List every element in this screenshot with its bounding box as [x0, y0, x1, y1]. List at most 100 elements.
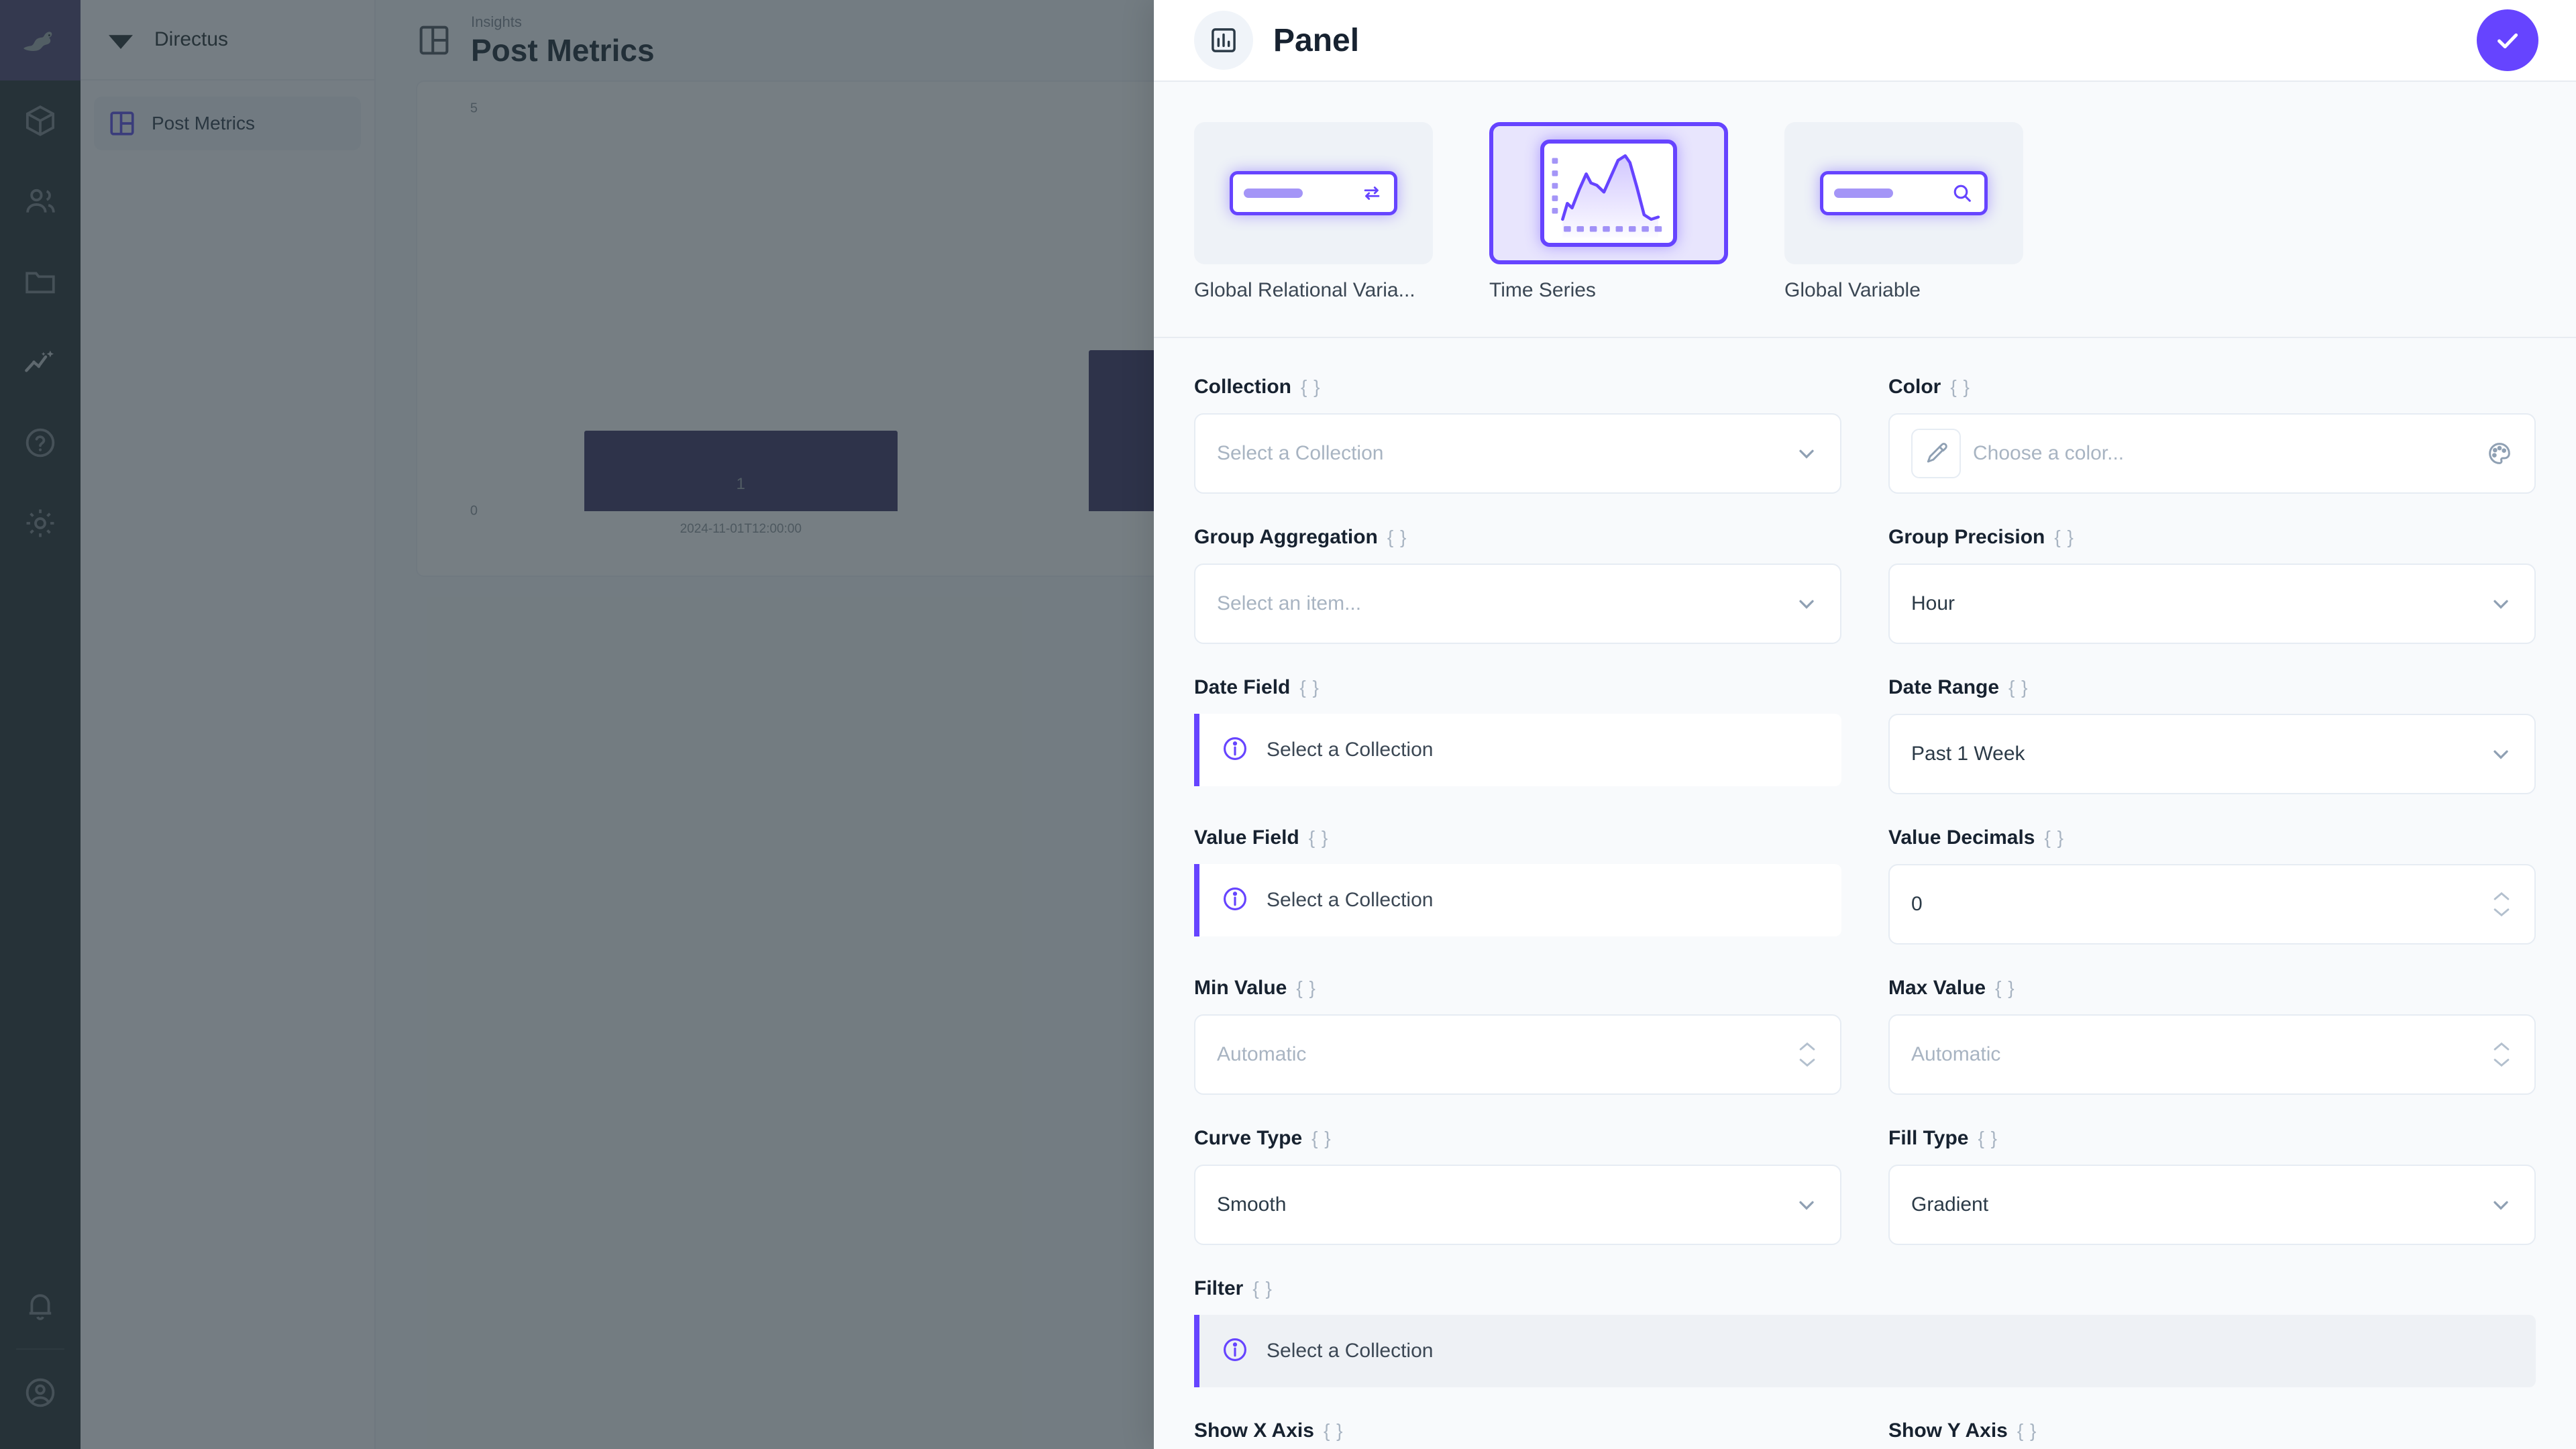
chart-y-tick: 5 [470, 101, 478, 116]
insert-chart-icon [1194, 11, 1253, 70]
braces-icon[interactable]: { } [1950, 376, 1970, 397]
stepper-arrows[interactable] [2490, 889, 2513, 920]
value-decimals-stepper[interactable]: 0 [1888, 864, 2536, 945]
label-text: Show X Axis [1194, 1419, 1314, 1442]
project-header[interactable]: Directus [80, 0, 374, 80]
sidebar-item-content[interactable] [0, 80, 80, 161]
fill-type-select[interactable]: Gradient [1888, 1165, 2536, 1245]
braces-icon[interactable]: { } [2008, 677, 2029, 698]
date-field-notice-text: Select a Collection [1267, 739, 1434, 761]
chevron-down-icon [1794, 1193, 1819, 1217]
chart-bar-value-label: 1 [736, 475, 745, 493]
sidebar-item-insights[interactable] [0, 322, 80, 402]
label-text: Date Field [1194, 676, 1291, 698]
sidebar-item-files[interactable] [0, 241, 80, 322]
chevron-down-icon [2493, 908, 2510, 917]
sidebar-item-settings[interactable] [0, 483, 80, 564]
color-input[interactable]: Choose a color... [1888, 413, 2536, 494]
sidebar-item-label: Post Metrics [152, 113, 256, 133]
chart-y-tick: 0 [470, 503, 478, 519]
rabbit-glyph [23, 32, 52, 51]
field-date-field: Date Field { } Select a Collection [1194, 676, 1841, 794]
braces-icon[interactable]: { } [2044, 827, 2064, 848]
label-text: Collection [1194, 376, 1292, 398]
label-text: Date Range [1888, 676, 2000, 698]
panel-type-label: Global Variable [1784, 279, 1921, 301]
braces-icon[interactable]: { } [2054, 527, 2074, 547]
panel-type-global-relational-variable[interactable]: Global Relational Varia... [1194, 122, 1433, 302]
sidebar-item-docs[interactable] [0, 402, 80, 483]
braces-icon[interactable]: { } [1308, 827, 1329, 848]
stepper-arrows[interactable] [2490, 1039, 2513, 1070]
module-bar [0, 0, 80, 1449]
dashboard-icon [107, 109, 137, 138]
sidebar-item-post-metrics[interactable]: Post Metrics [94, 97, 361, 150]
braces-icon[interactable]: { } [1252, 1278, 1273, 1299]
stepper-arrows[interactable] [1796, 1039, 1819, 1070]
max-value-stepper[interactable]: Automatic [1888, 1014, 2536, 1095]
braces-icon[interactable]: { } [1301, 376, 1321, 397]
dashboard-icon [416, 22, 452, 58]
panel-type-label: Global Relational Varia... [1194, 279, 1415, 301]
panel-settings-drawer: Panel Global Relational Varia... [1154, 0, 2576, 1449]
drawer-title: Panel [1273, 22, 1360, 58]
min-value-stepper[interactable]: Automatic [1194, 1014, 1841, 1095]
panel-type-thumbnail [1194, 122, 1433, 264]
collection-select[interactable]: Select a Collection [1194, 413, 1841, 494]
sidebar-item-users[interactable] [0, 161, 80, 241]
filter-notice: Select a Collection [1194, 1315, 2536, 1387]
label-text: Fill Type [1888, 1127, 1969, 1149]
braces-icon[interactable]: { } [1978, 1128, 1998, 1148]
breadcrumb[interactable]: Insights [471, 13, 522, 30]
chart-bar-column[interactable]: 1 [488, 109, 994, 511]
chart-bar[interactable]: 1 [584, 431, 898, 511]
account-button[interactable] [0, 1352, 80, 1433]
field-label-min-value: Min Value { } [1194, 977, 1841, 1000]
panel-type-time-series[interactable]: Time Series [1489, 122, 1728, 302]
field-value-decimals: Value Decimals { } 0 [1888, 826, 2536, 945]
label-text: Group Precision [1888, 526, 2045, 548]
field-group-aggregation: Group Aggregation { } Select an item... [1194, 526, 1841, 644]
eyedropper-icon[interactable] [1911, 429, 1961, 478]
braces-icon[interactable]: { } [1296, 977, 1316, 998]
input-bar-glyph [1244, 189, 1303, 198]
field-value-field: Value Field { } Select a Collection [1194, 826, 1841, 945]
chevron-down-icon [1794, 441, 1819, 466]
help-circle-icon [25, 428, 55, 458]
swap-arrows-icon [1364, 186, 1380, 200]
filter-notice-text: Select a Collection [1267, 1340, 1434, 1362]
info-circle-icon [1221, 1336, 1249, 1367]
notifications-button[interactable] [0, 1265, 80, 1346]
group-aggregation-select[interactable]: Select an item... [1194, 564, 1841, 644]
fill-type-value: Gradient [1911, 1193, 1989, 1216]
panel-type-label: Time Series [1489, 279, 1596, 301]
title-block: Insights Post Metrics [471, 13, 655, 68]
directus-rabbit-logo[interactable] [0, 0, 80, 80]
input-bar-glyph [1834, 189, 1893, 198]
field-collection: Collection { } Select a Collection [1194, 376, 1841, 494]
braces-icon[interactable]: { } [2017, 1420, 2037, 1441]
project-name: Directus [154, 28, 229, 50]
group-precision-select[interactable]: Hour [1888, 564, 2536, 644]
field-curve-type: Curve Type { } Smooth [1194, 1127, 1841, 1245]
braces-icon[interactable]: { } [1387, 527, 1407, 547]
label-text: Color [1888, 376, 1941, 398]
palette-icon[interactable] [2486, 440, 2513, 467]
panel-options-form: Collection { } Select a Collection Color [1154, 338, 2576, 1449]
save-button[interactable] [2477, 9, 2538, 71]
braces-icon[interactable]: { } [1299, 677, 1320, 698]
chevron-up-icon [2493, 892, 2510, 900]
braces-icon[interactable]: { } [1323, 1420, 1344, 1441]
braces-icon[interactable]: { } [1311, 1128, 1332, 1148]
date-range-select[interactable]: Past 1 Week [1888, 714, 2536, 794]
curve-type-value: Smooth [1217, 1193, 1287, 1216]
label-text: Group Aggregation [1194, 526, 1378, 548]
account-circle-icon [25, 1378, 55, 1407]
curve-type-select[interactable]: Smooth [1194, 1165, 1841, 1245]
field-label-value-field: Value Field { } [1194, 826, 1841, 849]
braces-icon[interactable]: { } [1995, 977, 2015, 998]
panel-type-global-variable[interactable]: Global Variable [1784, 122, 2023, 302]
drawer-body: Global Relational Varia... [1154, 80, 2576, 1449]
drawer-header: Panel [1154, 0, 2576, 80]
